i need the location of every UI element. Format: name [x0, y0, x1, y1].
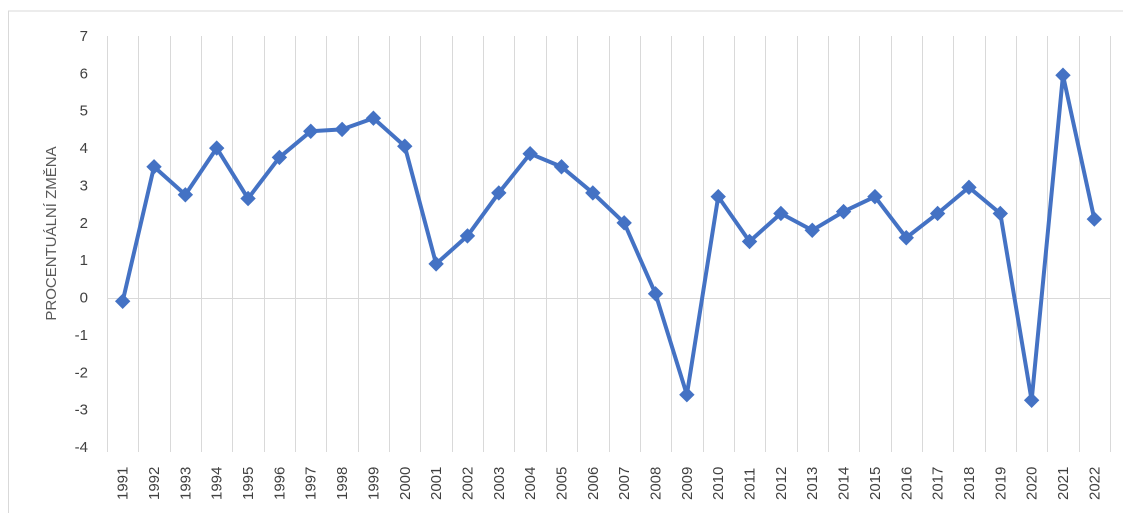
data-point-marker — [616, 215, 632, 231]
data-point-marker — [992, 205, 1009, 222]
series-line — [120, 73, 1097, 403]
chart-frame-layer — [8, 10, 1123, 513]
data-point-marker — [585, 185, 601, 201]
x-tick-label: 2000 — [397, 467, 414, 500]
data-point-marker — [898, 230, 914, 246]
data-point-marker — [271, 149, 288, 166]
data-point-marker — [1086, 211, 1103, 227]
x-tick-label: 2004 — [522, 467, 539, 500]
data-point-marker — [303, 123, 319, 139]
y-tick-label: 6 — [80, 65, 88, 82]
data-point-marker — [1055, 67, 1071, 83]
x-tick-label: 2001 — [428, 467, 445, 500]
x-tick-label: 2019 — [992, 467, 1009, 500]
x-tick-label: 2009 — [679, 467, 696, 500]
x-tick-label: 1995 — [240, 467, 257, 500]
data-point-marker — [428, 256, 444, 272]
data-point-marker — [835, 203, 852, 220]
data-point-marker — [397, 138, 413, 154]
data-point-marker — [146, 159, 162, 175]
data-point-marker — [334, 121, 350, 138]
data-point-marker — [114, 293, 131, 309]
data-point-marker — [459, 228, 476, 244]
x-tick-label: 1999 — [365, 467, 382, 500]
y-tick-label: 2 — [80, 215, 88, 232]
y-tick-label: 0 — [80, 290, 88, 307]
y-tick-label: -1 — [75, 327, 88, 344]
data-point-marker — [365, 110, 382, 126]
x-tick-label: 2016 — [898, 467, 915, 500]
tick-labels: 7 6 5 4 3 2 1 0 -1 -2 -3 -4 1991 1992 1993 1994 1995 1996… — [75, 28, 1104, 500]
gridlines — [107, 36, 1111, 452]
x-tick-label: 2006 — [585, 467, 602, 500]
data-point-marker — [679, 386, 695, 403]
data-point-marker — [177, 187, 194, 203]
x-tick-label: 2003 — [491, 467, 508, 500]
x-tick-label: 1996 — [271, 467, 288, 500]
y-tick-label: 3 — [80, 177, 88, 194]
x-tick-label: 1993 — [177, 467, 194, 500]
data-point-marker — [208, 140, 225, 156]
x-tick-label: 2020 — [1024, 467, 1041, 500]
y-tick-label: -4 — [75, 439, 88, 456]
x-tick-label: 1992 — [146, 467, 163, 500]
y-axis-title: PROCENTUÁLNÍ ZMĚNA — [43, 146, 60, 320]
x-tick-label: 2005 — [553, 467, 570, 500]
data-point-marker — [491, 185, 507, 201]
y-tick-label: -2 — [75, 364, 88, 381]
data-point-marker — [867, 188, 883, 205]
data-point-marker — [929, 205, 946, 222]
y-tick-label: 4 — [80, 140, 88, 157]
x-tick-label: 1994 — [209, 467, 226, 500]
x-tick-label: 2013 — [804, 467, 821, 500]
x-tick-label: 1998 — [334, 467, 351, 500]
data-point-marker — [522, 145, 538, 162]
x-tick-label: 2011 — [742, 468, 759, 500]
data-point-marker — [773, 205, 789, 222]
x-tick-label: 2002 — [459, 467, 476, 500]
data-point-marker — [553, 159, 570, 175]
data-point-marker — [961, 179, 977, 196]
data-point-marker — [1023, 392, 1040, 409]
data-point-marker — [240, 190, 256, 207]
x-tick-label: 2010 — [710, 467, 727, 500]
data-point-marker — [804, 222, 820, 238]
series-layer — [114, 67, 1103, 409]
x-tick-label: 1991 — [115, 467, 132, 500]
x-tick-label: 2008 — [648, 467, 665, 500]
x-tick-label: 2015 — [867, 467, 884, 500]
x-tick-label: 2017 — [930, 467, 947, 500]
data-point-marker — [647, 286, 664, 302]
x-tick-label: 2022 — [1086, 467, 1103, 500]
y-tick-label: 7 — [80, 28, 88, 45]
data-point-marker — [741, 233, 758, 250]
x-tick-label: 2012 — [773, 467, 790, 500]
y-tick-label: 5 — [80, 103, 88, 120]
x-tick-label: 2014 — [836, 467, 853, 500]
x-tick-label: 2021 — [1055, 467, 1072, 500]
x-tick-label: 2007 — [616, 467, 633, 500]
x-tick-label: 1997 — [303, 467, 320, 500]
x-tick-label: 2018 — [961, 467, 978, 500]
data-point-marker — [710, 188, 726, 205]
y-tick-label: -3 — [75, 402, 88, 419]
y-tick-label: 1 — [80, 252, 88, 269]
